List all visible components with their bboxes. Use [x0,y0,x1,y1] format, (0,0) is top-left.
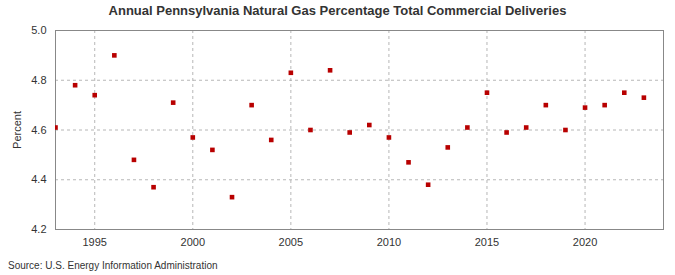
html-text:Source: U.S. Energy Informatio: Source: U.S. Energy Information Administ… [8,260,218,271]
svg-text:1995: 1995 [82,236,106,248]
svg-text:2010: 2010 [377,236,401,248]
svg-text:2005: 2005 [279,236,303,248]
svg-text:4.2: 4.2 [31,223,46,235]
svg-text:4.8: 4.8 [31,74,46,86]
svg-text:2000: 2000 [181,236,205,248]
html-text:Annual Pennsylvania Natural Ga: Annual Pennsylvania Natural Gas Percenta… [108,3,567,18]
svg-text:4.6: 4.6 [31,124,46,136]
svg-text:Percent: Percent [11,111,23,149]
svg-text:5.0: 5.0 [31,24,46,36]
svg-text:2020: 2020 [573,236,597,248]
svg-text:2015: 2015 [475,236,499,248]
svg-text:4.4: 4.4 [31,173,46,185]
